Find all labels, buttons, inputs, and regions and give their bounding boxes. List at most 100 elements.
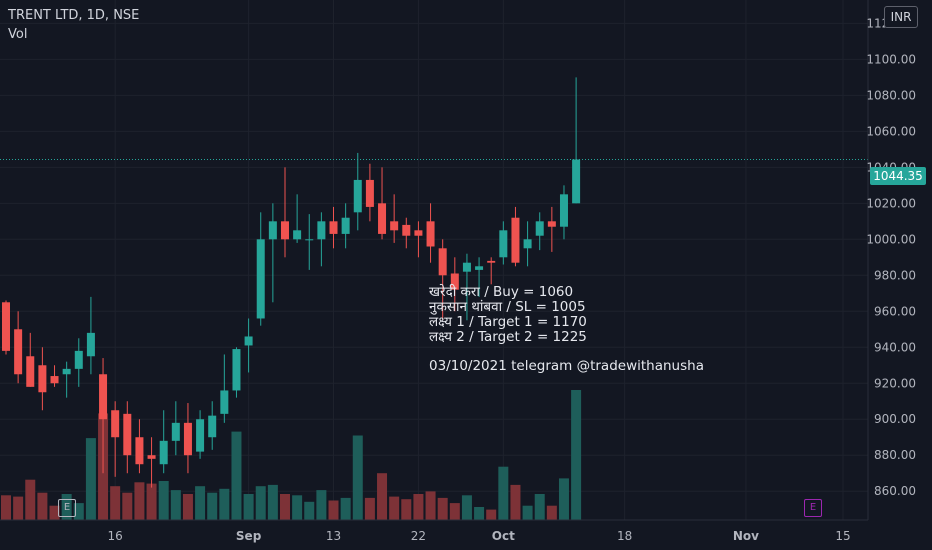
last-price-badge-label: 1044.35: [873, 169, 923, 183]
date-tick-label: 15: [835, 529, 850, 543]
candle-body: [329, 221, 338, 234]
volume-bar: [571, 390, 582, 520]
volume-bar: [292, 495, 303, 520]
candle-body: [305, 239, 314, 241]
volume-bar: [158, 481, 169, 520]
candle-body: [244, 336, 253, 346]
candle-body: [511, 217, 520, 263]
price-tick-label: 960.00: [874, 304, 916, 318]
volume-bar: [377, 473, 388, 520]
time-axis: 16 Sep 13 22 Oct 18 Nov 15: [108, 529, 851, 543]
annotation-line-target1: लक्ष्य 1 / Target 1 = 1170: [429, 314, 587, 330]
volume-bar: [449, 503, 460, 520]
candle-body: [475, 266, 484, 270]
candle-body: [147, 455, 156, 459]
volume-bar: [61, 494, 72, 520]
symbol-label: TRENT LTD, 1D, NSE: [8, 8, 140, 23]
candle-body: [450, 273, 459, 290]
candle-body: [523, 239, 532, 249]
chart-grid: [0, 0, 868, 520]
date-tick-label: 13: [326, 529, 341, 543]
candle-body: [62, 368, 71, 375]
candle-body: [196, 419, 205, 452]
volume-bar: [182, 494, 193, 520]
candle-body: [232, 349, 241, 391]
price-tick-label: 920.00: [874, 376, 916, 390]
volume-bar: [352, 435, 363, 520]
candle-body: [462, 262, 471, 272]
volume-bar: [316, 490, 327, 520]
candle-body: [99, 374, 108, 420]
candle-body: [14, 329, 23, 375]
annotation-line-buy: खरेदी करा / Buy = 1060: [429, 284, 574, 300]
price-tick-label: 900.00: [874, 412, 916, 426]
candle-body: [171, 422, 180, 441]
candle-body: [159, 440, 168, 465]
volume-bar: [231, 431, 242, 520]
candle-body: [390, 221, 399, 231]
annotation-line-target2: लक्ष्य 2 / Target 2 = 1225: [429, 329, 587, 345]
candle-body: [111, 410, 120, 438]
candle-body: [487, 260, 496, 263]
candle-body: [74, 350, 83, 369]
volume-bar: [243, 494, 254, 520]
volume-bar: [255, 486, 266, 520]
price-axis: 1120.001100.001080.001060.001040.001020.…: [866, 16, 916, 498]
volume-bar: [195, 486, 206, 520]
price-tick-label: 1060.00: [866, 124, 916, 138]
candle-body: [547, 221, 556, 227]
candle-body: [535, 221, 544, 236]
candle-body: [572, 159, 581, 204]
currency-button[interactable]: INR: [884, 6, 918, 28]
volume-bar: [340, 497, 351, 520]
candle-body: [256, 239, 265, 319]
price-tick-label: 1080.00: [866, 88, 916, 102]
volume-bar: [49, 505, 60, 520]
volume-bar: [37, 492, 48, 520]
trade-annotation: खरेदी करा / Buy = 1060 नुकसान थांबवा / S…: [429, 285, 704, 374]
volume-bar: [486, 509, 497, 520]
price-tick-label: 940.00: [874, 340, 916, 354]
volume-bar: [437, 497, 448, 520]
volume-bar: [73, 503, 84, 520]
date-tick-label: Sep: [236, 529, 262, 543]
volume-bar: [170, 490, 181, 520]
earnings-event-icon[interactable]: E: [58, 499, 76, 517]
candle-body: [438, 248, 447, 276]
annotation-signature: 03/10/2021 telegram @tradewithanusha: [429, 358, 704, 374]
date-tick-label: 16: [108, 529, 123, 543]
volume-bar: [510, 484, 521, 520]
candle-body: [341, 217, 350, 234]
volume-bar: [389, 496, 400, 520]
volume-bar: [279, 494, 290, 520]
date-tick-label: Oct: [492, 529, 515, 543]
earnings-event-icon[interactable]: E: [804, 499, 822, 517]
candle-body: [414, 230, 423, 236]
volume-bar: [498, 466, 509, 520]
candle-body: [559, 194, 568, 227]
candle-body: [499, 230, 508, 258]
volume-bar: [110, 486, 121, 520]
chart-legend[interactable]: TRENT LTD, 1D, NSE Vol: [8, 8, 139, 42]
volume-bar: [122, 492, 133, 520]
price-tick-label: 860.00: [874, 484, 916, 498]
volume-bar: [413, 494, 424, 520]
candle-body: [317, 221, 326, 240]
candle-body: [293, 230, 302, 240]
candle-body: [50, 376, 59, 384]
price-tick-label: 1020.00: [866, 196, 916, 210]
annotation-line-sl: नुकसान थांबवा / SL = 1005: [429, 299, 586, 315]
volume-bar: [146, 483, 157, 520]
volume-bar: [25, 479, 36, 520]
volume-bar: [207, 492, 218, 520]
candle-body: [123, 413, 132, 456]
candle-body: [402, 224, 411, 236]
volume-bar: [461, 495, 472, 520]
last-price-badge: [870, 167, 926, 185]
candle-body: [365, 179, 374, 207]
volume-bar: [328, 500, 339, 520]
candle-body: [220, 390, 229, 414]
volume-bar: [134, 482, 145, 520]
volume-bar: [401, 499, 412, 520]
